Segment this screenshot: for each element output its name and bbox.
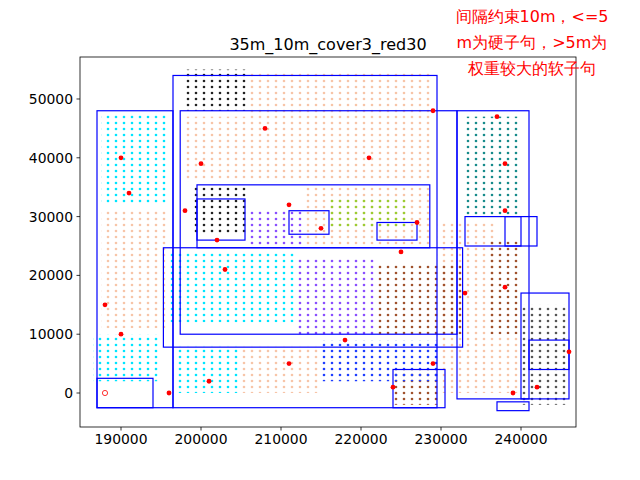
x-tick-label: 220000 [334,431,387,447]
point [103,302,108,307]
coverage-region [441,334,521,393]
wall [529,340,569,369]
coverage-region [321,340,441,381]
wall [163,248,462,347]
point [207,379,212,384]
x-tick-label: 190000 [94,431,147,447]
x-tick [201,427,202,431]
coverage-region [465,117,521,217]
point [119,155,124,160]
point [503,208,508,213]
coverage-region [169,252,297,323]
point [399,249,404,254]
x-tick [121,427,122,431]
y-tick-label: 30000 [29,209,73,225]
point [503,161,508,166]
point [263,126,268,131]
point [319,226,324,231]
wall [197,199,245,240]
wall [505,217,537,246]
x-tick-label: 210000 [254,431,307,447]
annotation: m为硬子句，>5m为 [457,33,608,52]
point [127,191,132,196]
point [567,349,572,354]
coverage-region [249,211,305,246]
wall [377,222,417,240]
coverage-region [489,240,521,334]
coverage-region [93,334,161,381]
coverage-region [101,114,169,205]
y-tick [77,275,81,276]
chart: 190000 200000 210000 220000 230000 240000 0 100… [0,0,640,480]
wall [521,293,569,399]
point [287,202,292,207]
y-tick-label: 10000 [29,326,73,342]
point [102,390,107,395]
plot-area [93,70,571,411]
wall [173,75,437,407]
coverage-region [173,346,241,393]
point [119,332,124,337]
x-tick-label: 240000 [494,431,547,447]
y-tick [77,216,81,217]
wall [197,185,430,248]
wall [457,111,529,399]
wall [497,402,529,411]
wall [393,369,445,407]
x-tick [521,427,522,431]
point [511,391,516,396]
coverage-region [101,211,169,329]
point [367,155,372,160]
x-tick-label: 200000 [174,431,227,447]
coverage-region [241,346,321,393]
axes-frame [80,57,576,427]
annotation: 间隔约束10m，<=5 [456,7,609,26]
y-tick [77,334,81,335]
point [167,391,172,396]
coverage-region [193,187,249,234]
point [535,385,540,390]
point [287,361,292,366]
y-tick-label: 50000 [29,91,73,107]
coverage-region [377,264,465,335]
coverage-region [521,305,569,405]
y-tick [77,98,81,99]
coverage-region [185,117,249,182]
coverage-region [305,187,433,246]
wall [465,217,521,246]
wall [97,111,173,408]
point [391,385,396,390]
x-tick [361,427,362,431]
wall [289,211,329,235]
coverage-region [297,258,377,334]
x-tick [281,427,282,431]
point [183,208,188,213]
y-tick-label: 0 [64,385,73,401]
wall [97,378,153,407]
x-tick [441,427,442,431]
point [495,114,500,119]
point [463,291,468,296]
point [215,238,220,243]
point [343,338,348,343]
y-tick-label: 40000 [29,150,73,166]
annotation: 权重较大的软子句 [467,59,596,78]
point [503,285,508,290]
y-tick [77,157,81,158]
point [199,161,204,166]
y-tick [77,393,81,394]
wall [180,111,457,334]
y-tick-label: 20000 [29,267,73,283]
point [431,108,436,113]
point [431,361,436,366]
point [223,267,228,272]
coverage-region [329,199,409,228]
title: 35m_10m_cover3_red30 [229,35,426,55]
x-tick-label: 230000 [414,431,467,447]
point [415,220,420,225]
coverage-region [249,73,433,182]
